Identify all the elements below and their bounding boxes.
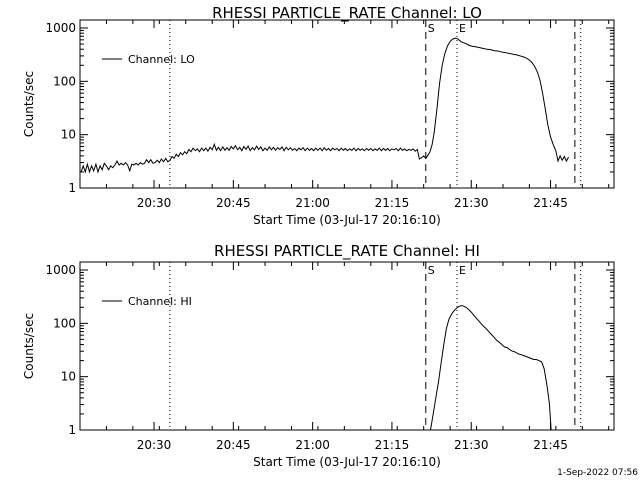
- plot-frame: [79, 261, 615, 431]
- event-marker-label: S: [428, 264, 435, 277]
- x-tick-label: 21:00: [295, 196, 330, 210]
- x-tick-label: 21:30: [454, 438, 489, 452]
- x-tick-label: 21:15: [375, 196, 410, 210]
- x-tick-label: 20:30: [137, 438, 172, 452]
- legend-label: Channel: LO: [128, 53, 195, 66]
- x-tick-label: 21:00: [295, 438, 330, 452]
- event-marker-label: S: [428, 22, 435, 35]
- x-axis-label: Start Time (03-Jul-17 20:16:10): [253, 455, 441, 469]
- footer-timestamp: 1-Sep-2022 07:56: [557, 468, 638, 478]
- y-tick-label: 1000: [45, 21, 76, 35]
- x-tick-label: 21:45: [533, 438, 568, 452]
- y-tick-label: 100: [53, 74, 76, 88]
- chart-panel-1: RHESSI PARTICLE_RATE Channel: LO 20:30 20:…: [22, 4, 615, 227]
- x-axis-label: Start Time (03-Jul-17 20:16:10): [253, 213, 441, 227]
- y-tick-label: 10: [61, 370, 76, 384]
- y-tick-label: 100: [53, 316, 76, 330]
- y-axis-label: Counts/sec: [22, 71, 36, 137]
- x-tick-label: 20:45: [216, 196, 251, 210]
- series-line-1: [80, 37, 569, 174]
- series-line-1: [430, 305, 552, 431]
- x-tick-label: 21:15: [375, 438, 410, 452]
- y-axis-label: Counts/sec: [22, 313, 36, 379]
- y-tick-label: 1: [68, 181, 76, 195]
- chart-title: RHESSI PARTICLE_RATE Channel: LO: [212, 4, 482, 23]
- x-tick-label: 20:45: [216, 438, 251, 452]
- x-tick-label: 21:45: [533, 196, 568, 210]
- chart-panel-2: RHESSI PARTICLE_RATE Channel: HI 20:30 20:…: [22, 242, 615, 469]
- plot-frame: [79, 19, 615, 189]
- y-tick-label: 10: [61, 128, 76, 142]
- event-marker-label: E: [459, 22, 466, 35]
- y-tick-label: 1: [68, 423, 76, 437]
- legend-label: Channel: HI: [128, 295, 192, 308]
- x-tick-label: 20:30: [137, 196, 172, 210]
- chart-title: RHESSI PARTICLE_RATE Channel: HI: [214, 242, 480, 261]
- event-marker-label: E: [459, 264, 466, 277]
- x-tick-label: 21:30: [454, 196, 489, 210]
- y-tick-label: 1000: [45, 263, 76, 277]
